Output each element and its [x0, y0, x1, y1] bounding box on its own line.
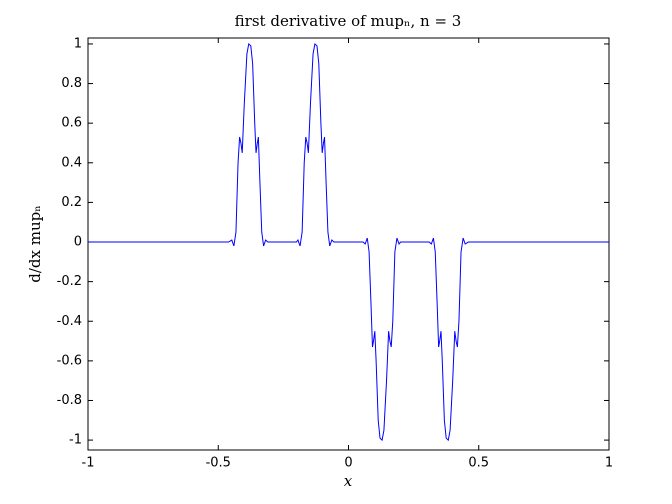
data-line — [88, 42, 609, 442]
x-tick-label: 0.5 — [468, 456, 489, 471]
x-tick-label: 0 — [344, 456, 352, 471]
y-tick-label: -0.6 — [57, 353, 82, 368]
y-tick-label: 1 — [74, 36, 82, 51]
x-tick-label: -0.5 — [206, 456, 231, 471]
y-tick-label: 0.4 — [61, 155, 82, 170]
y-tick-label: 0 — [74, 235, 82, 250]
y-tick-label: 0.6 — [61, 116, 82, 131]
x-tick-label: 1 — [605, 456, 613, 471]
y-tick-label: -0.2 — [57, 274, 82, 289]
y-tick-label: -0.8 — [57, 393, 82, 408]
y-tick-label: 0.2 — [61, 195, 82, 210]
chart-title: first derivative of mupₙ, n = 3 — [235, 12, 462, 30]
y-tick-label: -0.4 — [57, 314, 82, 329]
y-tick-label: 0.8 — [61, 76, 82, 91]
x-tick-label: -1 — [82, 456, 95, 471]
y-axis-label: d/dx mupₙ — [26, 205, 44, 282]
x-axis-label: x — [344, 472, 353, 490]
y-tick-label: -1 — [69, 433, 82, 448]
plot-box — [87, 37, 610, 451]
